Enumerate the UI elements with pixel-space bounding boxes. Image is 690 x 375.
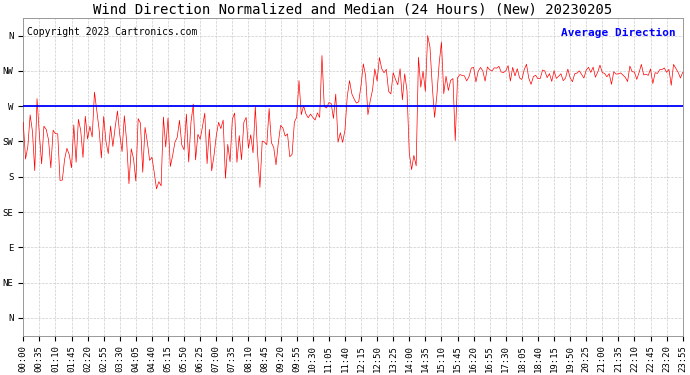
Text: Copyright 2023 Cartronics.com: Copyright 2023 Cartronics.com bbox=[26, 27, 197, 38]
Text: Average Direction: Average Direction bbox=[562, 27, 676, 38]
Title: Wind Direction Normalized and Median (24 Hours) (New) 20230205: Wind Direction Normalized and Median (24… bbox=[93, 3, 613, 17]
